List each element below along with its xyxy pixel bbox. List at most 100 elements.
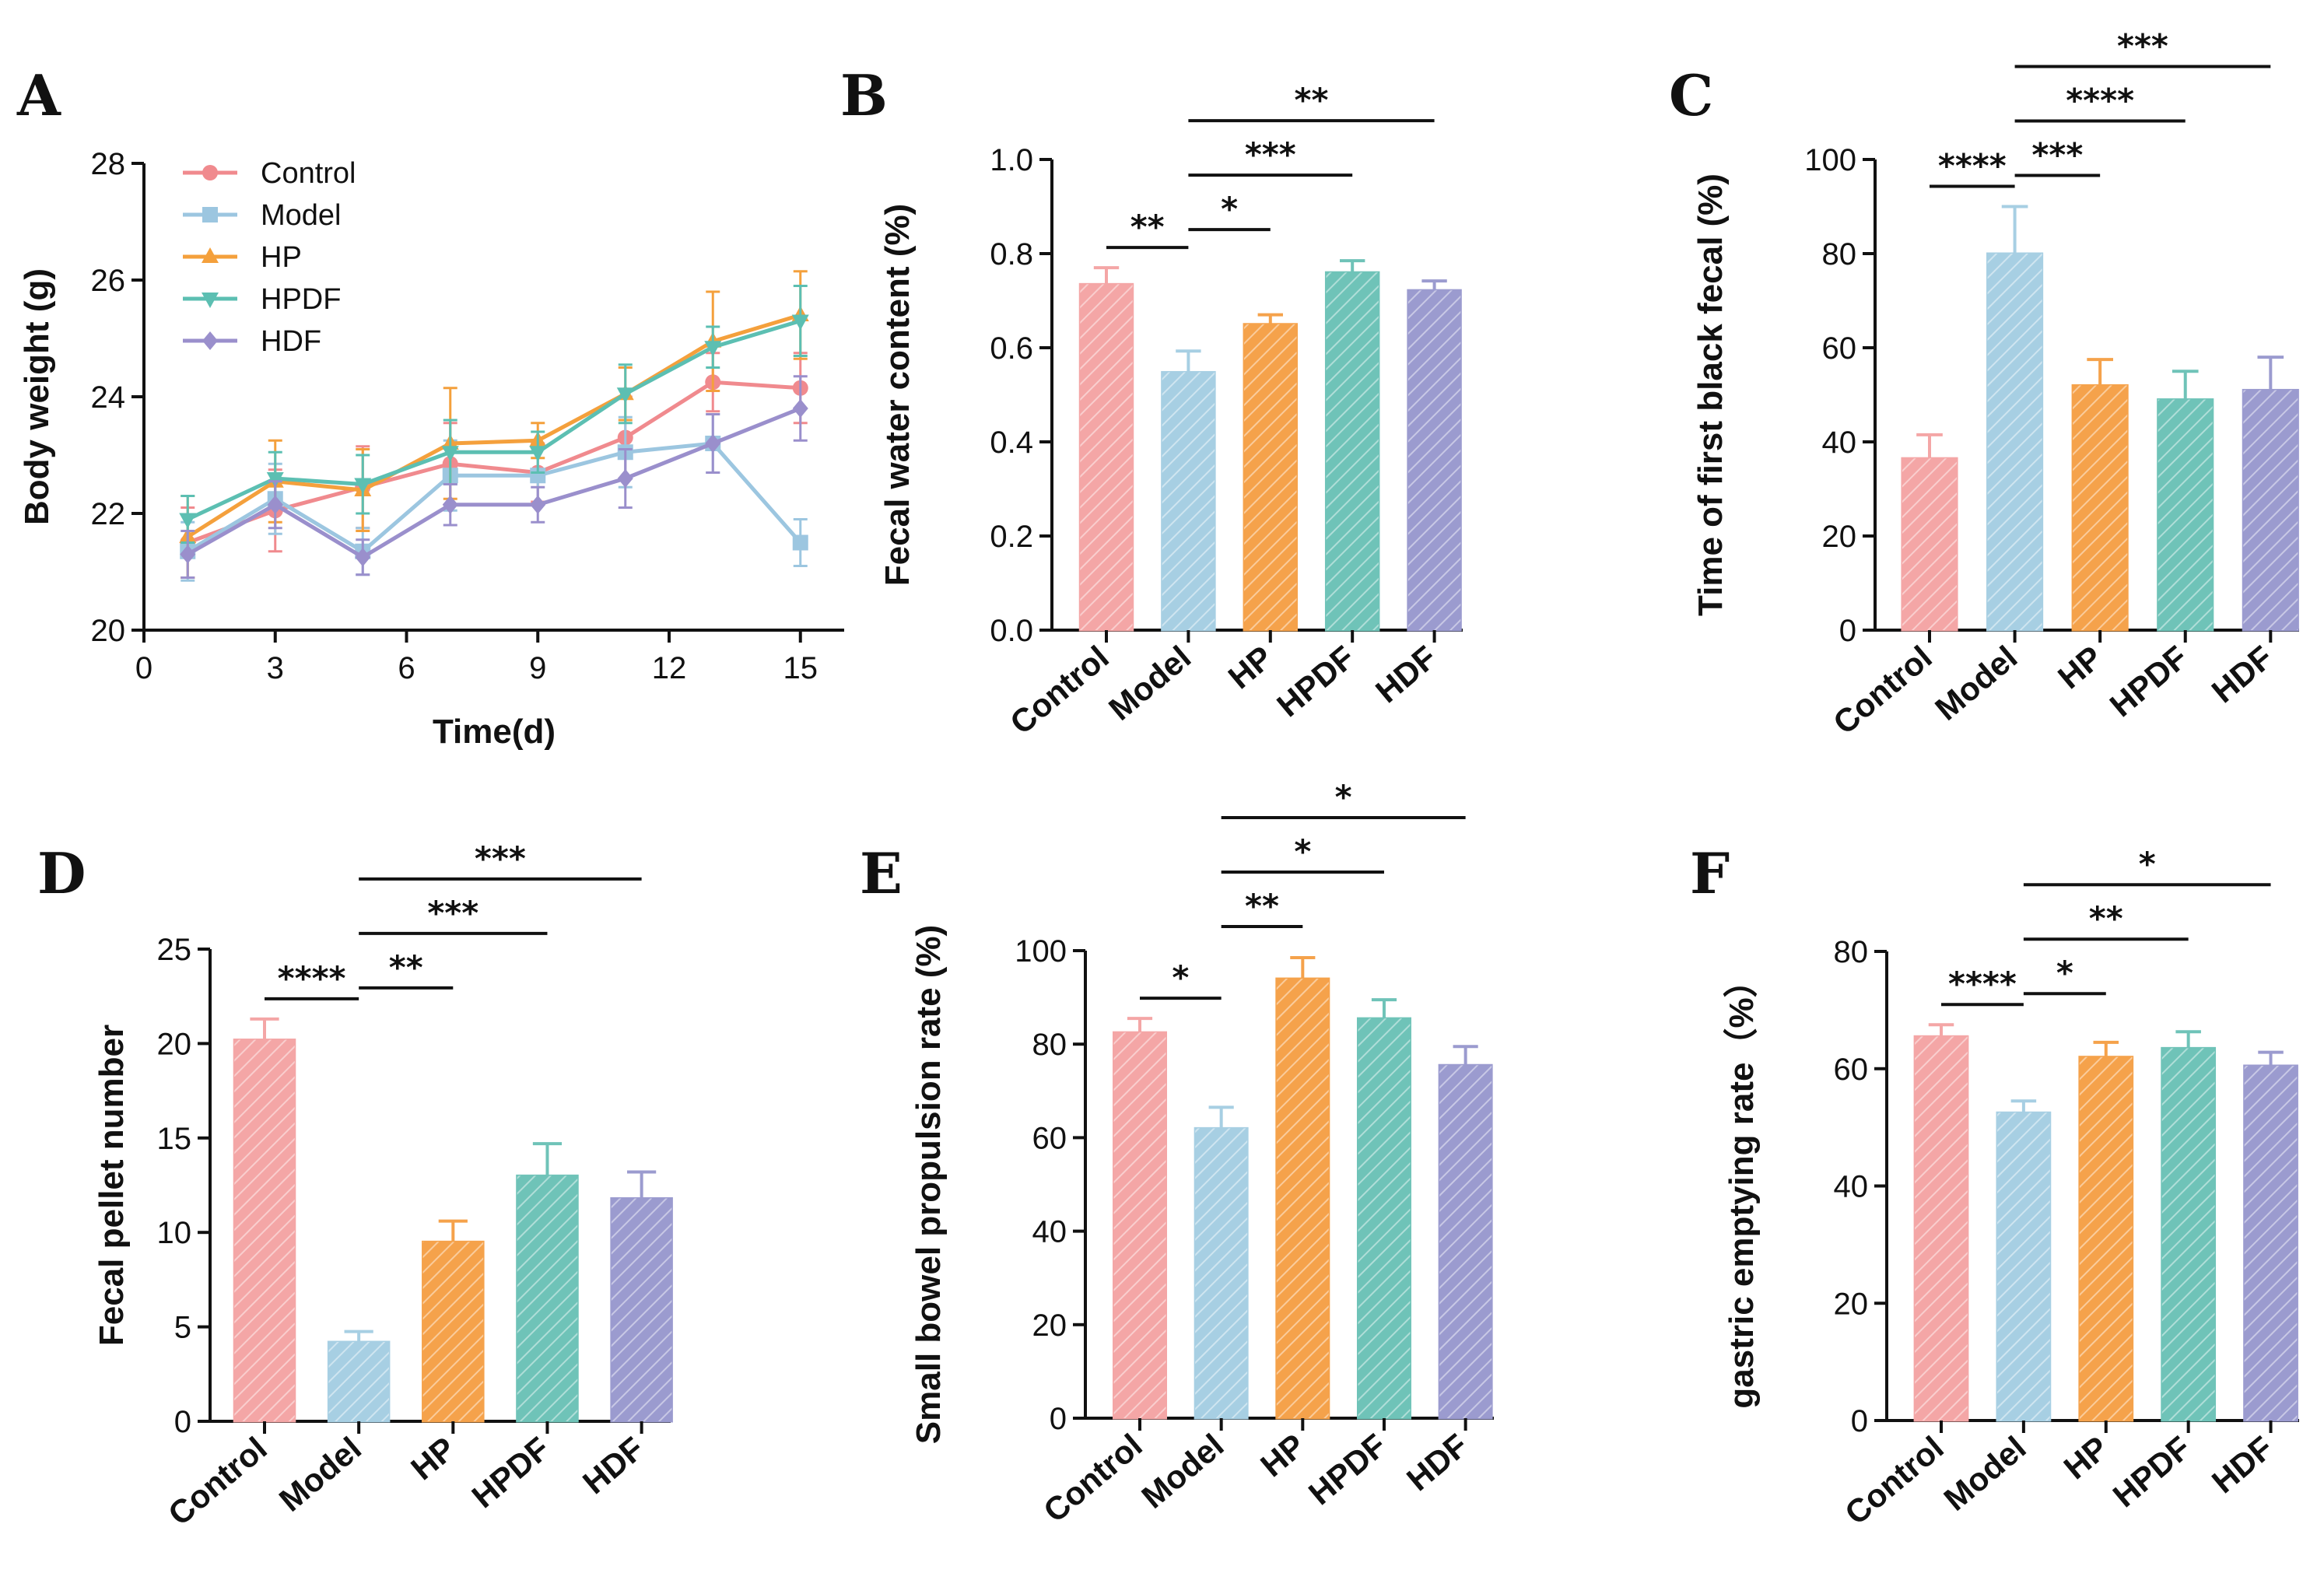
panel-B-x-tick-label: HPDF xyxy=(1270,639,1362,724)
panel-A-y-tick-label: 26 xyxy=(91,264,126,298)
panel-B-x-tick-label: Control xyxy=(1003,639,1116,741)
panel-D-y-tick-label: 0 xyxy=(174,1405,191,1439)
panel-D-bar-hatch xyxy=(422,1242,484,1421)
panel-E-x-tick-label: Control xyxy=(1036,1427,1149,1529)
panel-C-sig-label: **** xyxy=(1938,147,2007,185)
panel-A-series-hdf-point xyxy=(530,495,546,514)
panel-E-y-tick-label: 80 xyxy=(1032,1028,1067,1062)
panel-A-series-hdf-point xyxy=(792,399,808,418)
panel-A-series-model-point xyxy=(792,534,808,551)
panel-F-y-tick-label: 20 xyxy=(1834,1287,1869,1321)
panel-A-legend-marker xyxy=(202,165,218,180)
panel-A-y-tick-label: 22 xyxy=(91,497,126,531)
panel-D-sig-label: ** xyxy=(389,948,423,986)
panel-C-y-tick-label: 80 xyxy=(1822,237,1857,272)
panel-A-legend-marker xyxy=(202,331,218,350)
panel-B-bar-hatch xyxy=(1162,372,1215,630)
panel-B-y-axis-title: Fecal water content (%) xyxy=(878,204,917,586)
panel-A-series-hp-line xyxy=(186,313,801,539)
panel-A-legend-item: HDF xyxy=(183,325,321,358)
panel-B-bar-hatch xyxy=(1407,290,1461,630)
panel-C-x-tick-label: HP xyxy=(2051,639,2109,696)
panel-A-legend-marker xyxy=(202,207,218,222)
panel-E-bar-hatch xyxy=(1439,1065,1492,1418)
panel-D-x-tick-label: HDF xyxy=(576,1430,650,1501)
panel-A-series-hpdf-point xyxy=(441,446,459,462)
panel-E-bar-hatch xyxy=(1113,1032,1166,1418)
panel-D-sig-label: *** xyxy=(475,839,526,878)
panel-F-y-tick-label: 40 xyxy=(1834,1170,1869,1204)
panel-A-legend-label: HP xyxy=(261,241,302,274)
panel-B-bar-hatch xyxy=(1080,284,1133,630)
panel-C-sig-label: **** xyxy=(2066,82,2134,120)
panel-A-series-hpdf-point xyxy=(179,513,197,529)
panel-F-x-tick-label: HP xyxy=(2057,1429,2115,1487)
panel-A-series-hpdf-point xyxy=(616,387,634,404)
panel-D: D 0 5 10 15 20 25 Fecal pellet number ControlMod… xyxy=(37,839,673,1533)
panel-F-y-tick-label: 80 xyxy=(1834,935,1869,969)
panel-C-bar-hatch xyxy=(1902,458,1958,630)
panel-A-series-control-line xyxy=(187,380,801,545)
panel-D-y-tick-label: 10 xyxy=(157,1216,192,1250)
panel-A-series-hdf-point xyxy=(705,434,721,453)
panel-A-x-axis-title: Time(d) xyxy=(433,713,556,751)
panel-B-x-tick-label: HP xyxy=(1222,639,1280,696)
panel-A-legend-marker xyxy=(202,293,219,308)
panel-D-x-tick-label: Control xyxy=(161,1430,274,1533)
panel-C-y-tick-label: 40 xyxy=(1822,426,1857,460)
panel-F-letter: F xyxy=(1690,840,1730,906)
panel-C-x-tick-label: HPDF xyxy=(2103,639,2195,724)
panel-F-bar-hatch xyxy=(1915,1036,1968,1421)
panel-C-y-tick-label: 0 xyxy=(1839,614,1856,648)
panel-A-series-hpdf-line xyxy=(187,319,801,521)
panel-A-letter: A xyxy=(16,62,61,128)
panel-D-y-tick-label: 5 xyxy=(174,1311,191,1345)
panel-B-y-tick-label: 0.8 xyxy=(990,237,1033,272)
panel-E-y-tick-label: 60 xyxy=(1032,1121,1067,1155)
panel-A-series-hdf-point xyxy=(617,469,633,488)
panel-D-x-tick-label: HPDF xyxy=(464,1430,556,1515)
panel-F-y-axis-title: gastric emptying rate（%） xyxy=(1723,963,1761,1408)
panel-A-series-hdf-point xyxy=(180,545,196,564)
panel-C-x-tick-label: Control xyxy=(1826,639,1939,741)
panel-F-x-tick-label: Control xyxy=(1838,1429,1951,1532)
panel-E-bar-hatch xyxy=(1195,1128,1248,1418)
panel-A-y-tick-label: 20 xyxy=(91,614,126,648)
panel-E-bar-hatch xyxy=(1358,1018,1411,1418)
panel-C-sig-label: *** xyxy=(2117,27,2168,65)
panel-B-x-tick-label: Model xyxy=(1102,639,1197,727)
panel-D-y-tick-label: 15 xyxy=(157,1122,192,1156)
panel-F-x-tick-label: HDF xyxy=(2205,1429,2280,1500)
panel-A-legend-label: HDF xyxy=(261,325,321,358)
panel-C-letter: C xyxy=(1669,62,1713,128)
panel-B-y-tick-label: 0.4 xyxy=(990,426,1033,460)
panel-B-bar-hatch xyxy=(1326,272,1379,630)
panel-B-bar-hatch xyxy=(1244,324,1297,630)
panel-C-bar-hatch xyxy=(2073,385,2128,630)
panel-A-y-tick-label: 24 xyxy=(91,380,126,415)
panel-A-legend-label: Control xyxy=(261,157,356,190)
panel-E-x-tick-label: HP xyxy=(1253,1427,1312,1484)
panel-B-y-tick-label: 0.6 xyxy=(990,331,1033,366)
panel-C-x-tick-label: Model xyxy=(1928,639,2024,727)
panel-E-x-tick-label: HPDF xyxy=(1302,1427,1393,1512)
panel-A-x-tick-label: 3 xyxy=(267,651,284,685)
panel-B: B 0.0 0.2 0.4 0.6 0.8 1.0 Fecal water content (… xyxy=(840,62,1463,741)
panel-A-y-axis-title: Body weight (g) xyxy=(18,268,56,525)
panel-C-y-tick-label: 20 xyxy=(1822,520,1857,554)
panel-D-bar-hatch xyxy=(328,1342,389,1421)
panel-E: E 0 20 40 60 80 100 Small bowel propulsion rate… xyxy=(860,778,1494,1529)
panel-E-y-tick-label: 0 xyxy=(1050,1402,1067,1436)
panel-D-x-tick-label: Model xyxy=(272,1430,368,1519)
panel-A-legend-label: HPDF xyxy=(261,283,341,316)
panel-F-bar-hatch xyxy=(2079,1056,2133,1421)
panel-F-sig-label: * xyxy=(2056,954,2073,992)
panel-E-x-tick-label: Model xyxy=(1134,1427,1230,1515)
panel-F-y-tick-label: 0 xyxy=(1851,1404,1868,1438)
panel-E-sig-label: * xyxy=(1335,778,1352,816)
panel-A-legend-item: HP xyxy=(183,241,302,274)
panel-D-bar-hatch xyxy=(234,1039,295,1421)
panel-B-sig-label: ** xyxy=(1130,208,1165,246)
panel-D-sig-label: *** xyxy=(427,894,478,932)
